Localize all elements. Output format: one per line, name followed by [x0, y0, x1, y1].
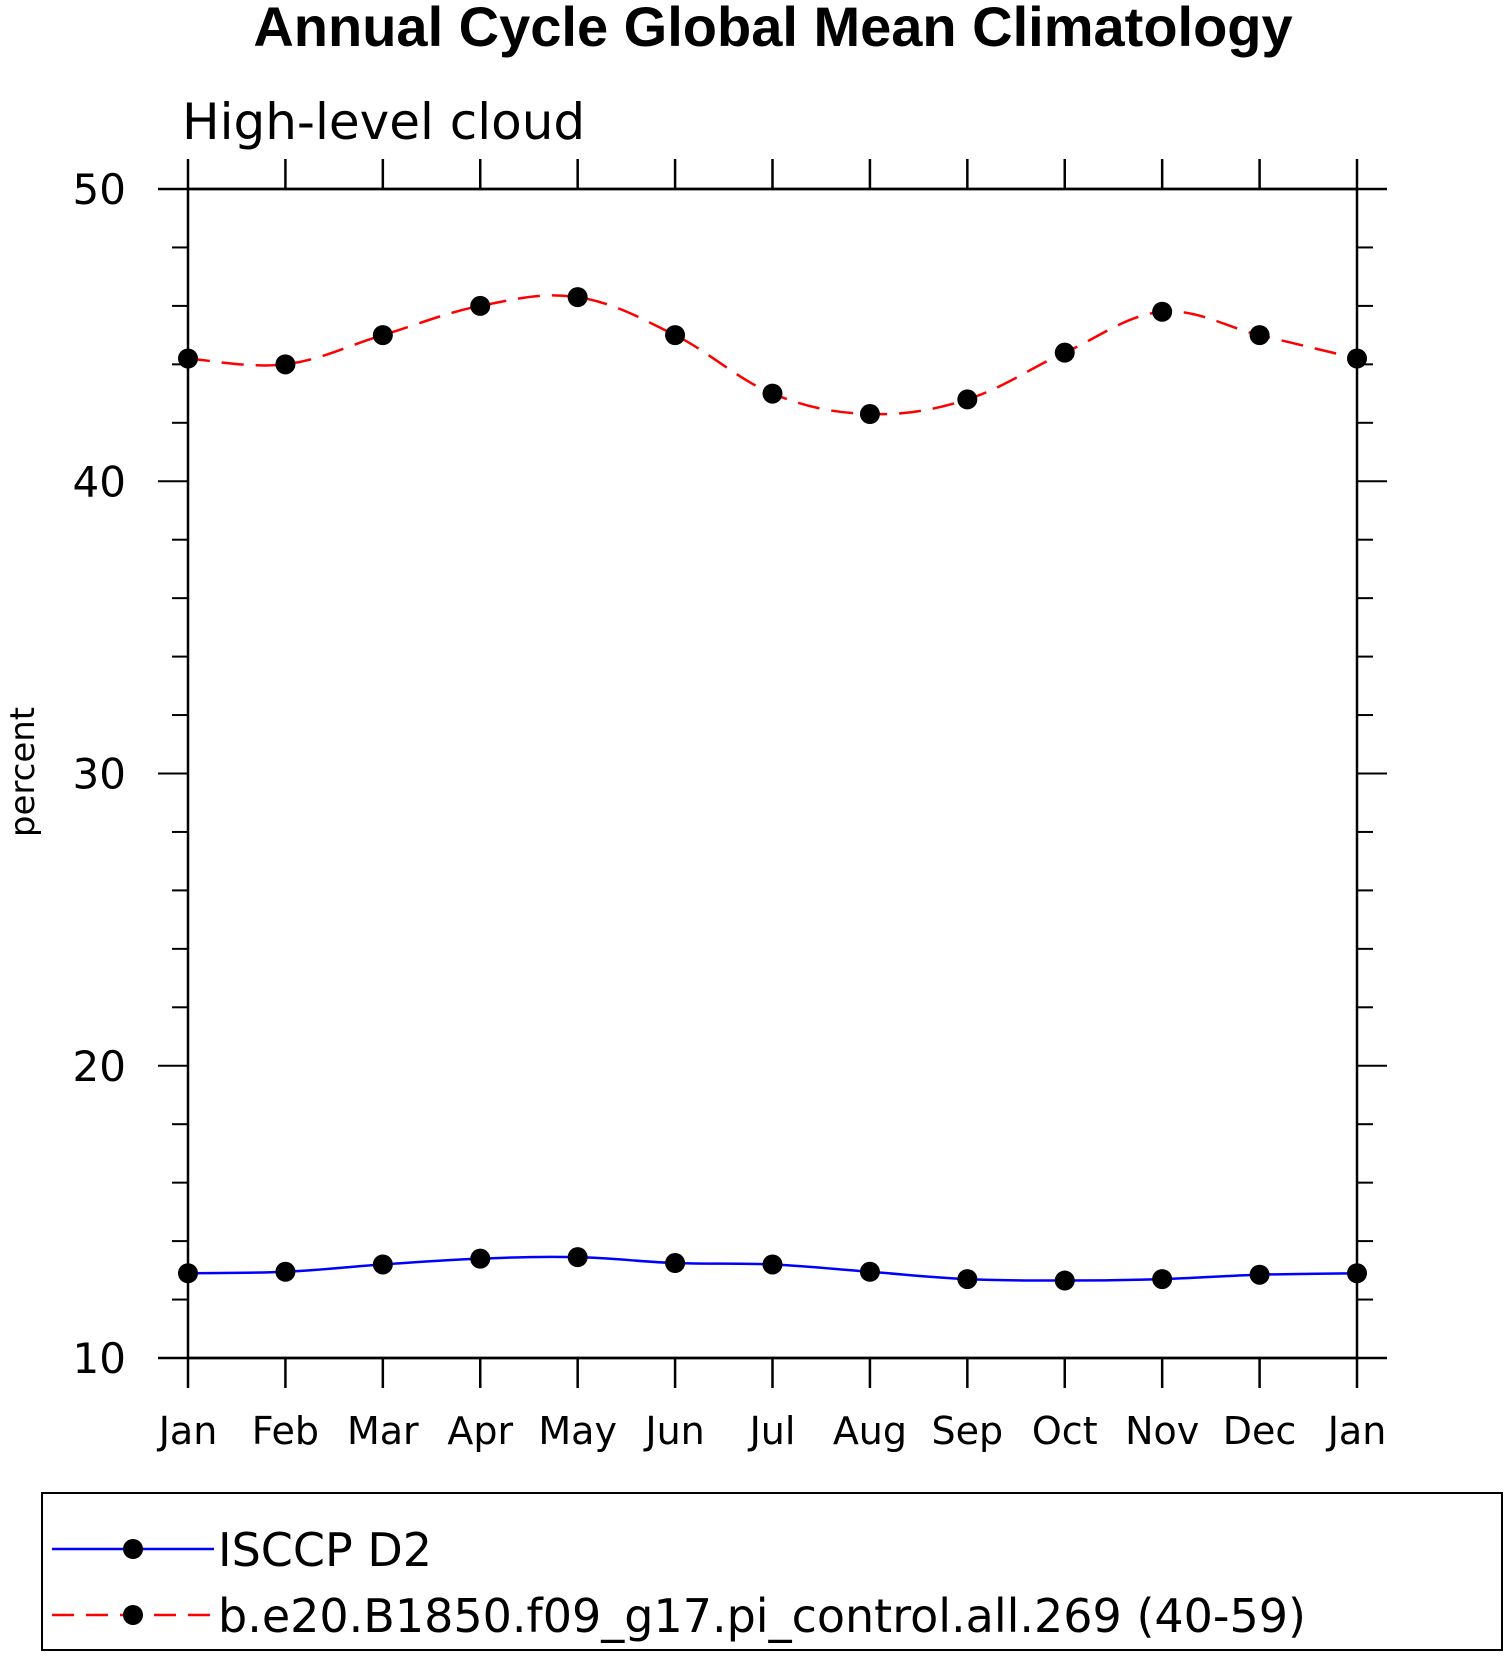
data-point — [1249, 325, 1270, 346]
data-point — [567, 287, 588, 308]
y-tick-label: 40 — [73, 457, 126, 506]
data-point — [178, 348, 198, 369]
chart-subtitle: High-level cloud — [182, 93, 585, 151]
x-tick-label: Apr — [447, 1409, 513, 1453]
legend-items: ISCCP D2 b.e20.B1850.f09_g17.pi_control.a… — [52, 1523, 1306, 1643]
data-point — [762, 1254, 783, 1275]
x-tick-label: Aug — [833, 1409, 907, 1453]
legend-label: b.e20.B1850.f09_g17.pi_control.all.269 (… — [218, 1589, 1306, 1643]
x-tick-label: Jan — [157, 1409, 218, 1453]
data-point — [372, 325, 393, 346]
data-point — [1152, 301, 1173, 322]
x-tick-label: Oct — [1032, 1409, 1098, 1453]
x-tick-label: Jan — [1326, 1409, 1387, 1453]
data-point — [1054, 342, 1075, 363]
x-ticks: Jan Feb Mar Apr May Jun Jul Aug Sep Oct Nov Dec Jan — [157, 159, 1387, 1453]
y-axis-label: percent — [3, 707, 43, 837]
data-point — [665, 1253, 686, 1274]
y-tick-label: 30 — [73, 750, 126, 799]
legend: ISCCP D2 b.e20.B1850.f09_g17.pi_control.a… — [41, 1492, 1503, 1651]
data-point — [859, 1261, 880, 1282]
legend-label: ISCCP D2 — [218, 1523, 432, 1577]
y-ticks: 10 20 30 40 50 — [73, 165, 1387, 1383]
x-tick-label: Nov — [1125, 1409, 1199, 1453]
data-point — [1054, 1270, 1075, 1291]
data-point — [178, 1263, 198, 1284]
chart-title: Annual Cycle Global Mean Climatology — [253, 0, 1292, 58]
data-point — [957, 1269, 978, 1290]
data-point — [957, 389, 978, 410]
x-tick-label: Dec — [1223, 1409, 1297, 1453]
series-layer — [178, 287, 1367, 1291]
data-point — [1347, 1263, 1367, 1284]
data-point — [372, 1254, 393, 1275]
legend-swatch-marker — [123, 1539, 143, 1559]
y-tick-label: 50 — [73, 165, 126, 214]
data-point — [665, 325, 686, 346]
data-point — [275, 354, 296, 375]
data-point — [762, 383, 783, 404]
y-tick-label: 20 — [73, 1042, 126, 1091]
series-2 — [178, 287, 1367, 425]
x-tick-label: Mar — [347, 1409, 419, 1453]
data-point — [1347, 348, 1367, 369]
axes — [158, 187, 1387, 1360]
data-point — [470, 295, 491, 316]
x-tick-label: Jul — [748, 1409, 796, 1453]
data-point — [1249, 1264, 1270, 1285]
y-tick-label: 10 — [73, 1334, 126, 1383]
x-tick-label: Jun — [643, 1409, 704, 1453]
x-tick-label: May — [538, 1409, 617, 1453]
data-point — [567, 1247, 588, 1268]
data-point — [859, 404, 880, 425]
x-tick-label: Sep — [932, 1409, 1004, 1453]
data-point — [275, 1261, 296, 1282]
data-point — [470, 1248, 491, 1269]
plot-frame — [186, 187, 1359, 1360]
legend-item: ISCCP D2 — [52, 1523, 432, 1577]
data-point — [1152, 1269, 1173, 1290]
legend-item: b.e20.B1850.f09_g17.pi_control.all.269 (… — [52, 1589, 1306, 1643]
series-1 — [178, 1247, 1367, 1291]
legend-box — [41, 1492, 1503, 1651]
x-tick-label: Feb — [252, 1409, 319, 1453]
legend-swatch-marker — [123, 1605, 143, 1625]
